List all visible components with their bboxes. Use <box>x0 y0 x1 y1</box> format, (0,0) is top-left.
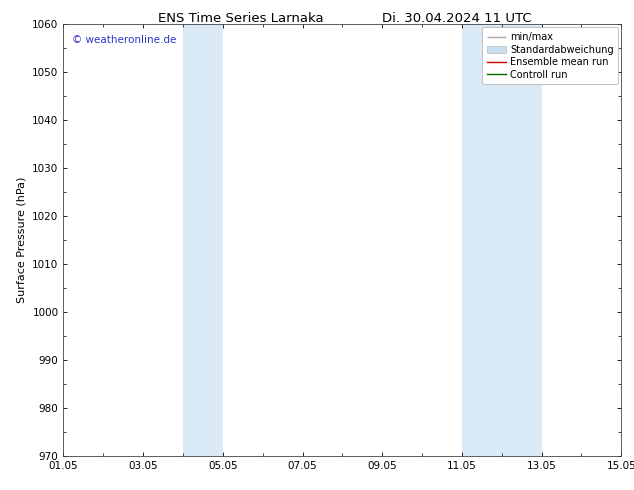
Text: ENS Time Series Larnaka: ENS Time Series Larnaka <box>158 12 324 25</box>
Y-axis label: Surface Pressure (hPa): Surface Pressure (hPa) <box>16 177 27 303</box>
Legend: min/max, Standardabweichung, Ensemble mean run, Controll run: min/max, Standardabweichung, Ensemble me… <box>482 27 618 84</box>
Text: Di. 30.04.2024 11 UTC: Di. 30.04.2024 11 UTC <box>382 12 531 25</box>
Text: © weatheronline.de: © weatheronline.de <box>72 35 176 45</box>
Bar <box>462 24 541 456</box>
Bar <box>183 24 223 456</box>
